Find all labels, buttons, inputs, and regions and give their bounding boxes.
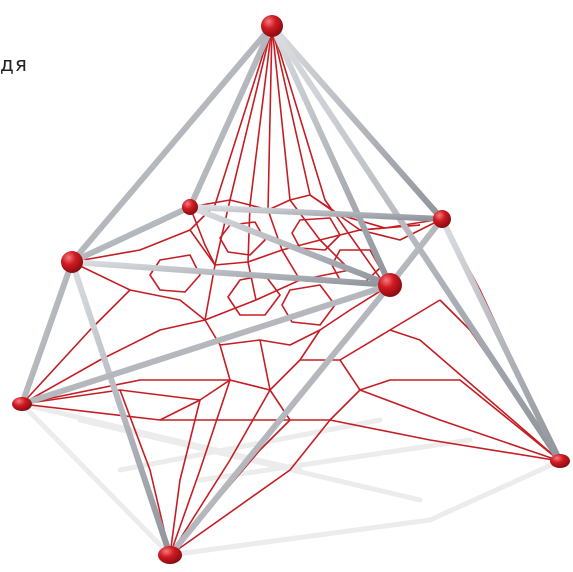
ground-shadow bbox=[19, 401, 563, 558]
pole-frame bbox=[19, 23, 563, 558]
caption-fragment: дя bbox=[0, 52, 28, 76]
ball-joint-base-front bbox=[158, 546, 182, 564]
ball-joint-front-left bbox=[61, 251, 83, 273]
ball-joint-back-right bbox=[433, 210, 451, 228]
ball-joint-base-right bbox=[550, 454, 570, 468]
ball-joint-apex bbox=[261, 15, 283, 37]
ball-joint-back-left bbox=[182, 199, 198, 215]
ball-joint-base-left bbox=[12, 397, 32, 411]
ball-joint-front-right bbox=[378, 273, 402, 297]
ball-joints bbox=[12, 15, 570, 564]
